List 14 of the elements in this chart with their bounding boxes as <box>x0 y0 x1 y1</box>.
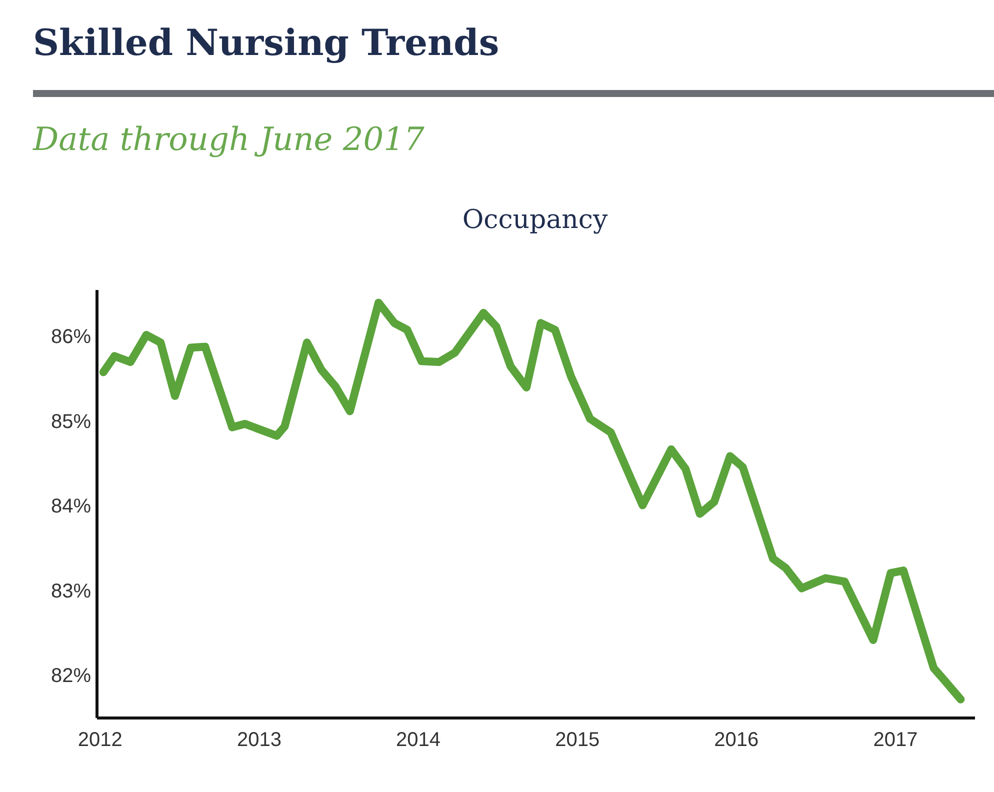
x-tick-label: 2012 <box>78 729 122 752</box>
y-tick-label: 84% <box>50 496 92 518</box>
x-tick-label: 2017 <box>873 729 918 752</box>
x-tick-label: 2013 <box>236 729 282 752</box>
text: Occupancy <box>462 205 608 235</box>
y-tick-label: 86% <box>50 326 92 348</box>
y-tick-label: 82% <box>50 665 92 688</box>
x-tick-label: 2016 <box>714 729 759 752</box>
chart-title: Skilled Nursing Trends <box>33 22 500 64</box>
y-tick-label: 85% <box>50 410 92 433</box>
y-tick-label: 83% <box>50 580 92 602</box>
chart-subtitle: Data through June 2017 <box>32 120 425 158</box>
x-tick-label: 2015 <box>555 729 600 752</box>
x-tick-label: 2014 <box>396 729 441 752</box>
